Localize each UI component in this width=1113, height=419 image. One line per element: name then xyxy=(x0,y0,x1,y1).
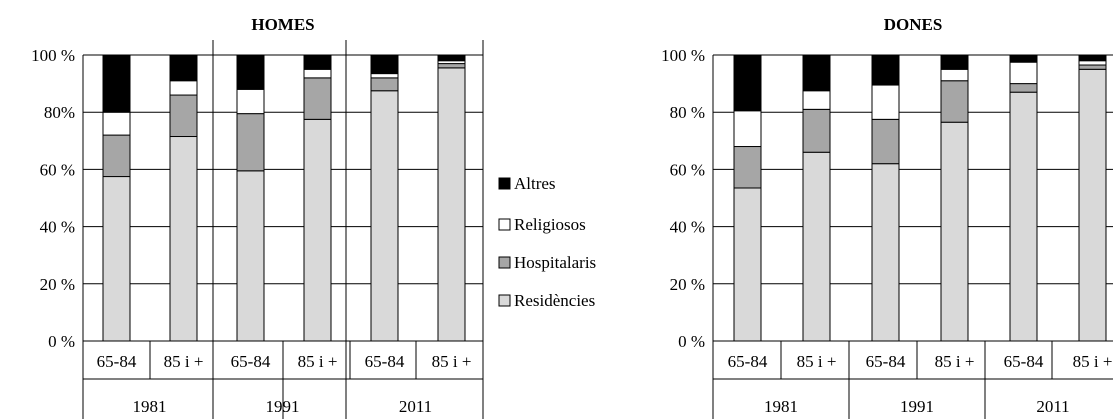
y-tick-label: 80% xyxy=(44,103,75,122)
x-tick-label: 65-84 xyxy=(97,352,137,371)
bar-segment-residències xyxy=(871,163,900,342)
group-label: 1991 xyxy=(900,397,934,416)
bar-segment-residències xyxy=(733,187,762,342)
bar-segment-hospitalaris xyxy=(1009,83,1038,93)
bar-segment-religiosos xyxy=(169,80,198,96)
bar-segment-residències xyxy=(303,118,332,342)
legend-swatch xyxy=(498,218,511,231)
legend-label: Religiosos xyxy=(514,215,586,234)
bar-segment-residències xyxy=(169,136,198,342)
bar-segment-religiosos xyxy=(940,68,969,82)
bar-segment-hospitalaris xyxy=(940,80,969,123)
x-tick-label: 85 i + xyxy=(432,352,472,371)
y-tick-label: 20 % xyxy=(40,275,75,294)
y-tick-label: 40 % xyxy=(40,218,75,237)
y-tick-label: 60 % xyxy=(670,160,705,179)
bar-segment-hospitalaris xyxy=(802,108,831,153)
bar-segment-religiosos xyxy=(102,111,131,136)
x-tick-label: 85 i + xyxy=(298,352,338,371)
bar-segment-residències xyxy=(940,121,969,342)
legend-label: Altres xyxy=(514,174,556,193)
y-tick-label: 20 % xyxy=(670,275,705,294)
legend: Altres Religiosos Hospitalaris Residències xyxy=(498,174,596,310)
bar-segment-altres xyxy=(733,54,762,112)
y-tick-label: 0 % xyxy=(678,332,705,351)
y-tick-label: 60 % xyxy=(40,160,75,179)
group-label: 2011 xyxy=(399,397,432,416)
bar-segment-altres xyxy=(1009,54,1038,63)
y-tick-label: 100 % xyxy=(31,46,75,65)
x-tick-label: 65-84 xyxy=(866,352,906,371)
chart-homes: HOMES 0 % 20 % 40 % 60 % 80% 100 % 65-84 85 i + 6… xyxy=(31,15,484,419)
bar-segment-hospitalaris xyxy=(437,63,466,69)
group-label: 1981 xyxy=(133,397,167,416)
bar-segment-altres xyxy=(871,54,900,86)
x-tick-label: 65-84 xyxy=(231,352,271,371)
bar-segment-hospitalaris xyxy=(169,94,198,138)
legend-label: Residències xyxy=(514,291,595,310)
bar-segment-residències xyxy=(370,90,399,342)
bar-segment-residències xyxy=(236,170,265,342)
bar-segment-religiosos xyxy=(733,110,762,148)
y-tick-label: 80 % xyxy=(670,103,705,122)
bar-segment-altres xyxy=(370,54,399,75)
bar-segment-residències xyxy=(102,176,131,342)
bar-segment-hospitalaris xyxy=(303,77,332,120)
bar-segment-religiosos xyxy=(871,84,900,120)
legend-swatch xyxy=(498,256,511,269)
y-tick-label: 40 % xyxy=(670,218,705,237)
bar-segment-residències xyxy=(1078,68,1107,342)
bar-segment-hospitalaris xyxy=(733,146,762,189)
group-label: 2011 xyxy=(1036,397,1069,416)
x-tick-label: 85 i + xyxy=(797,352,837,371)
x-tick-label: 85 i + xyxy=(1073,352,1113,371)
x-tick-label: 85 i + xyxy=(164,352,204,371)
bar-segment-hospitalaris xyxy=(370,77,399,92)
group-label: 1981 xyxy=(764,397,798,416)
bar-segment-religiosos xyxy=(303,68,332,79)
x-tick-label: 65-84 xyxy=(365,352,405,371)
x-tick-label: 65-84 xyxy=(728,352,768,371)
bar-segment-altres xyxy=(437,54,466,62)
bar-segment-residències xyxy=(802,151,831,342)
y-tick-label: 0 % xyxy=(48,332,75,351)
bar-segment-residències xyxy=(1009,91,1038,342)
bar-segment-religiosos xyxy=(1009,61,1038,85)
chart-dones: DONES 0 % 20 % 40 % 60 % 80 % 100 % 65-84 85 i +… xyxy=(661,15,1113,419)
bar-segment-hospitalaris xyxy=(236,113,265,172)
bar-segment-altres xyxy=(236,54,265,90)
legend-swatch xyxy=(498,177,511,190)
bar-segment-hospitalaris xyxy=(871,118,900,165)
bar-segment-altres xyxy=(169,54,198,82)
bar-segment-religiosos xyxy=(1078,60,1107,66)
bar-segment-altres xyxy=(102,54,131,113)
bar-segment-religiosos xyxy=(370,73,399,79)
chart-title: HOMES xyxy=(251,15,314,34)
bar-segment-hospitalaris xyxy=(102,134,131,178)
group-label: 1991 xyxy=(266,397,300,416)
bar-segment-altres xyxy=(802,54,831,92)
legend-label: Hospitalaris xyxy=(514,253,596,272)
legend-swatch xyxy=(498,294,511,307)
chart-title: DONES xyxy=(884,15,943,34)
y-tick-label: 100 % xyxy=(661,46,705,65)
bar-segment-altres xyxy=(303,54,332,70)
bar-segment-religiosos xyxy=(236,88,265,115)
x-tick-label: 65-84 xyxy=(1004,352,1044,371)
bar-segment-religiosos xyxy=(802,90,831,110)
x-tick-label: 85 i + xyxy=(935,352,975,371)
bar-segment-altres xyxy=(940,54,969,70)
bar-segment-hospitalaris xyxy=(1078,64,1107,70)
bar-segment-altres xyxy=(1078,54,1107,62)
bar-segment-residències xyxy=(437,67,466,342)
